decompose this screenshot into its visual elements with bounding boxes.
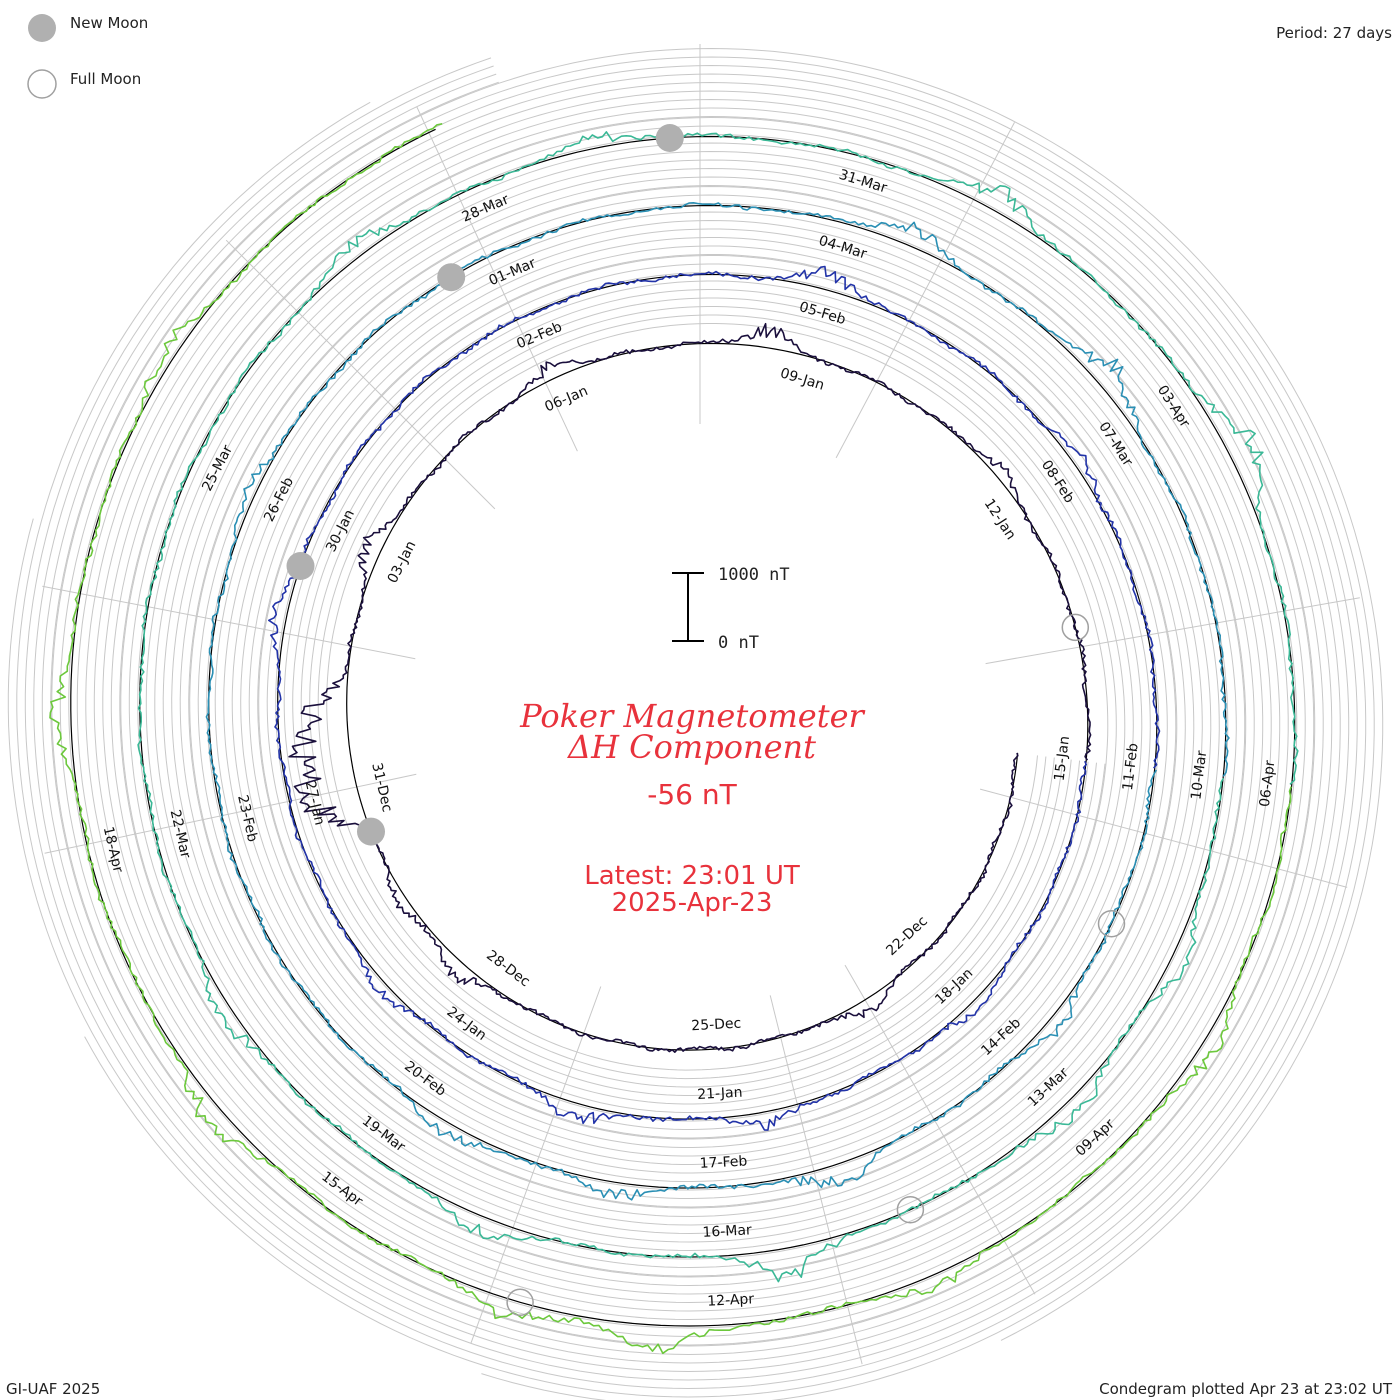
moon-markers [286, 124, 1126, 1317]
date-label: 03-Apr [1154, 383, 1193, 431]
date-label: 03-Jan [385, 538, 420, 586]
date-label: 09-Apr [1073, 1116, 1118, 1160]
new-moon-label: New Moon [70, 14, 148, 32]
scale-bottom-label: 0 nT [718, 633, 759, 653]
date-label: 16-Mar [702, 1222, 752, 1241]
date-label: 26-Feb [261, 475, 297, 525]
baseline-spiral [70, 128, 1296, 1327]
date-label: 12-Jan [981, 496, 1019, 543]
date-label: 07-Mar [1095, 419, 1135, 469]
date-label: 01-Mar [487, 255, 539, 289]
period-label: Period: 27 days [1276, 24, 1392, 42]
date-label: 31-Mar [837, 167, 889, 197]
date-label: 11-Feb [1120, 742, 1142, 791]
grid-spoke [416, 106, 578, 452]
new-moon-marker [286, 552, 315, 580]
full-moon-marker [506, 1288, 534, 1317]
date-label: 24-Jan [444, 1004, 490, 1044]
footer-credit: GI-UAF 2025 [6, 1380, 100, 1398]
grid-ring [16, 81, 1350, 1381]
latest-time: Latest: 23:01 UT [584, 861, 800, 891]
new-moon-marker [655, 124, 684, 152]
date-label: 08-Feb [1038, 457, 1077, 506]
new-moon-marker [437, 263, 466, 292]
new-moon-legend-icon [28, 14, 56, 42]
series-line [268, 265, 1161, 1131]
series-line [49, 123, 1292, 1355]
grid-spoke [985, 597, 1360, 665]
full-moon-marker [1061, 613, 1090, 642]
date-label: 28-Mar [460, 192, 512, 226]
footer-plot-time: Condegram plotted Apr 23 at 23:02 UT [1099, 1380, 1393, 1398]
grid-spoke [979, 788, 1348, 888]
grid-ring [50, 81, 1316, 1347]
series-line [205, 202, 1230, 1201]
date-label: 06-Apr [1257, 759, 1279, 808]
date-label: 21-Jan [697, 1085, 743, 1103]
date-label: 18-Jan [932, 965, 976, 1008]
date-label: 15-Apr [318, 1169, 365, 1210]
new-moon-marker [357, 817, 385, 846]
date-label: 05-Feb [797, 299, 847, 328]
date-label: 31-Dec [368, 761, 395, 813]
grid-ring [33, 65, 1333, 1364]
grid-ring [24, 57, 1341, 1373]
date-label: 02-Feb [514, 319, 564, 352]
date-label: 28-Dec [483, 947, 533, 990]
date-label: 09-Jan [778, 365, 826, 394]
full-moon-marker [896, 1195, 925, 1224]
date-label: 12-Apr [707, 1291, 755, 1309]
date-label: 20-Feb [401, 1058, 449, 1100]
latest-date: 2025-Apr-23 [612, 888, 773, 918]
date-label: 10-Mar [1188, 750, 1210, 801]
chart-subtitle: ΔH Component [566, 728, 816, 766]
scale-bar: 1000 nT 0 nT [672, 565, 790, 653]
date-label: 30-Jan [323, 507, 358, 555]
data-series [49, 123, 1299, 1355]
full-moon-label: Full Moon [70, 70, 141, 88]
date-label: 25-Dec [691, 1016, 742, 1035]
date-label: 14-Feb [978, 1015, 1024, 1059]
full-moon-marker [1097, 909, 1126, 938]
chart-title: Poker Magnetometer [519, 697, 865, 735]
grid-ring [7, 73, 1358, 1390]
grid-ring [41, 73, 1324, 1356]
grid-spoke [835, 122, 1015, 459]
grid-spoke [42, 585, 416, 660]
grid-spoke [225, 239, 496, 510]
date-label: 15-Jan [1052, 735, 1073, 782]
series-line [288, 322, 1092, 1053]
date-label: 17-Feb [699, 1153, 748, 1171]
grid-ring [59, 56, 1375, 1400]
grid-ring [51, 47, 1384, 1346]
grid-spoke [470, 986, 602, 1344]
full-moon-legend-icon [27, 69, 57, 99]
date-label: 06-Jan [542, 383, 590, 415]
baseline [70, 128, 1296, 1327]
date-label: 13-Mar [1025, 1065, 1072, 1110]
grid-spoke [44, 773, 417, 854]
scale-top-label: 1000 nT [718, 565, 790, 585]
series-line [137, 131, 1299, 1283]
current-value: -56 nT [647, 778, 737, 811]
date-label: 04-Mar [817, 233, 869, 263]
date-label: 19-Mar [359, 1113, 408, 1156]
date-label: 22-Dec [883, 913, 930, 959]
